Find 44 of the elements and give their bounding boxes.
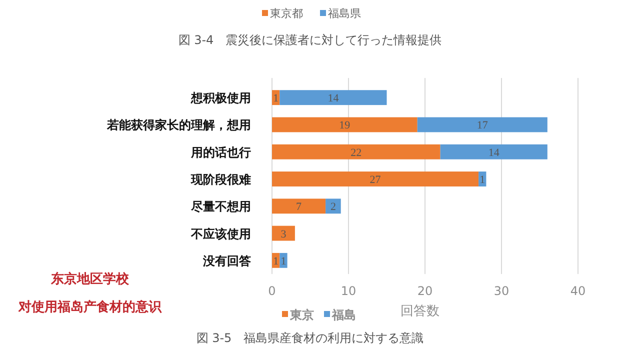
bar <box>272 172 479 186</box>
data-label: 1 <box>273 255 279 268</box>
bar <box>272 144 440 160</box>
data-label: 14 <box>328 92 340 105</box>
data-label: 22 <box>350 146 362 159</box>
data-label: 1 <box>280 255 286 268</box>
text: 福島県 <box>328 7 361 20</box>
text: 东京地区学校 <box>50 271 130 287</box>
bar <box>272 226 295 241</box>
data-label: 2 <box>330 201 336 214</box>
data-label: 19 <box>339 120 351 132</box>
y-tick-label: 用的话也行 <box>190 145 251 160</box>
data-label: 3 <box>280 228 287 240</box>
y-tick-label: 不应该使用 <box>190 226 251 241</box>
data-label: 1 <box>273 92 279 105</box>
y-tick-label: 若能获得家长的理解，想用 <box>106 118 251 132</box>
data-label: 17 <box>476 120 488 132</box>
text: 東京都 <box>270 7 303 20</box>
caption: 図 3-4 震災後に保護者に対して行った情報提供 <box>178 33 442 47</box>
bar <box>272 198 326 214</box>
legend-label: 東京 <box>289 308 314 322</box>
y-tick-label: 尽量不想用 <box>190 200 251 214</box>
data-label: 1 <box>480 174 486 186</box>
x-tick-label: 20 <box>417 284 433 298</box>
x-axis-title: 回答数 <box>400 304 440 319</box>
y-tick-label: 没有回答 <box>202 254 252 268</box>
caption: 図 3-5 福島県産食材の利用に対する意識 <box>196 331 424 345</box>
y-tick-label: 现阶段很难 <box>190 172 251 186</box>
bar <box>440 144 548 160</box>
data-label: 27 <box>370 174 382 186</box>
bar <box>272 117 418 132</box>
x-tick-label: 40 <box>570 284 586 298</box>
x-tick-label: 30 <box>494 284 510 298</box>
data-label: 7 <box>296 201 302 214</box>
bar <box>280 252 288 268</box>
bar <box>326 198 341 214</box>
text: 对使用福岛产食材的意识 <box>18 299 162 315</box>
legend-label: 福島 <box>331 308 356 322</box>
data-label: 14 <box>488 146 500 159</box>
x-tick-label: 10 <box>340 284 356 298</box>
bar <box>417 117 548 132</box>
x-tick-label: 0 <box>268 284 276 298</box>
y-tick-label: 想积极使用 <box>190 91 251 106</box>
bar <box>280 90 387 106</box>
